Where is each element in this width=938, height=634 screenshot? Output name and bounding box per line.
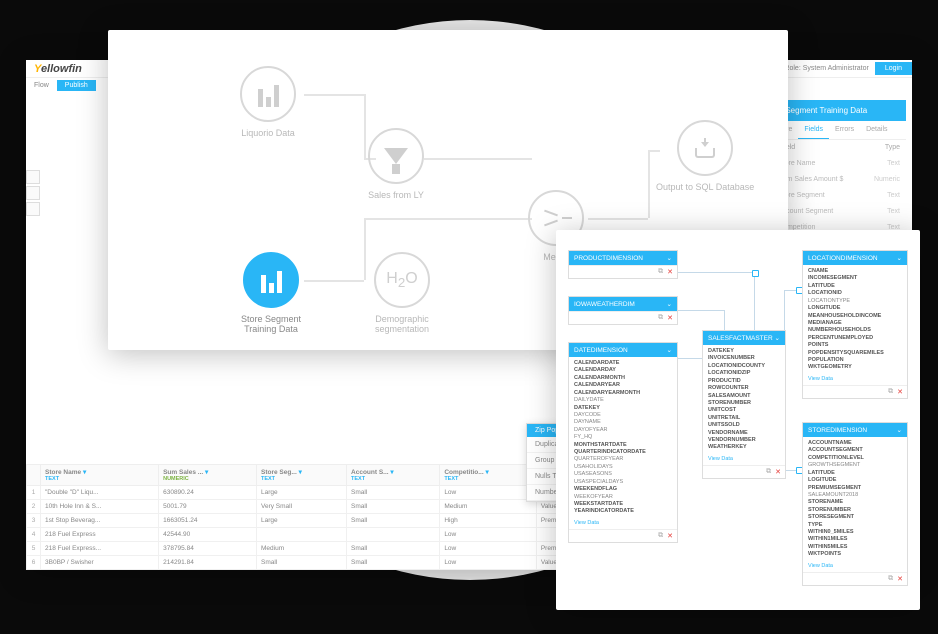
flow-node-training[interactable]: Store Segment Training Data [228, 252, 314, 334]
database-icon [695, 138, 715, 158]
column-header[interactable] [27, 465, 41, 486]
schema-box-product[interactable]: PRODUCTDIMENSION⌄ ⧉✕ [568, 250, 678, 279]
copy-icon[interactable]: ⧉ [658, 532, 663, 540]
column-header[interactable]: Store Name ▾TEXT [41, 465, 159, 486]
brand-logo: Yellowfin [26, 63, 90, 75]
view-data-link[interactable]: View Data [703, 455, 785, 465]
schema-box-store[interactable]: STOREDIMENSION⌄ ACCOUNTNAMEACCOUNTSEGMEN… [802, 422, 908, 586]
chevron-down-icon: ⌄ [667, 346, 672, 354]
merge-icon [544, 206, 568, 230]
view-data-link[interactable]: View Data [803, 562, 907, 572]
tab-errors[interactable]: Errors [829, 121, 860, 139]
chevron-down-icon: ⌄ [667, 254, 672, 262]
copy-icon[interactable]: ⧉ [658, 268, 663, 276]
copy-icon[interactable]: ⧉ [658, 314, 663, 322]
flow-node-output[interactable]: Output to SQL Database [656, 120, 754, 192]
column-header[interactable]: Store Seg... ▾TEXT [256, 465, 346, 486]
close-icon[interactable]: ✕ [667, 314, 673, 322]
bars-icon [261, 267, 282, 293]
view-data-link[interactable]: View Data [803, 375, 907, 385]
schema-box-sales[interactable]: SALESFACTMASTER⌄ DATEKEYINVOICENUMBERLOC… [702, 330, 786, 479]
chevron-down-icon: ⌄ [667, 300, 672, 308]
column-header[interactable]: Sum Sales ... ▾NUMERIC [159, 465, 257, 486]
chevron-down-icon: ⌄ [897, 426, 902, 434]
funnel-icon [384, 148, 408, 164]
flow-node-liquorio[interactable]: Liquorio Data [240, 66, 296, 138]
bars-icon [258, 81, 279, 107]
col-type: Type [885, 144, 900, 151]
tab-fields[interactable]: Fields [798, 121, 829, 139]
schema-box-weather[interactable]: IOWAWEATHERDIM⌄ ⧉✕ [568, 296, 678, 325]
copy-icon[interactable]: ⧉ [888, 388, 893, 396]
close-icon[interactable]: ✕ [667, 268, 673, 276]
close-icon[interactable]: ✕ [897, 388, 903, 396]
copy-icon[interactable]: ⧉ [888, 575, 893, 583]
column-header[interactable]: Account S... ▾TEXT [347, 465, 440, 486]
chevron-down-icon: ⌄ [897, 254, 902, 262]
close-icon[interactable]: ✕ [667, 532, 673, 540]
schema-panel: PRODUCTDIMENSION⌄ ⧉✕ IOWAWEATHERDIM⌄ ⧉✕ … [556, 230, 920, 610]
publish-button[interactable]: Publish [57, 80, 96, 91]
flow-tab[interactable]: Flow [26, 80, 57, 91]
close-icon[interactable]: ✕ [775, 468, 781, 476]
login-button[interactable]: Login [875, 62, 912, 75]
close-icon[interactable]: ✕ [897, 575, 903, 583]
tab-details[interactable]: Details [860, 121, 893, 139]
schema-box-date[interactable]: DATEDIMENSION⌄ CALENDARDATECALENDARDAYCA… [568, 342, 678, 543]
h2o-icon: H2O [386, 270, 417, 290]
flow-node-sales[interactable]: Sales from LY [368, 128, 424, 200]
side-tabs[interactable] [26, 170, 40, 218]
flow-node-h2o[interactable]: H2O Demographic segmentation [364, 252, 440, 334]
copy-icon[interactable]: ⧉ [766, 468, 771, 476]
chevron-down-icon: ⌄ [775, 334, 780, 342]
column-header[interactable]: Competitio... ▾TEXT [440, 465, 537, 486]
schema-box-location[interactable]: LOCATIONDIMENSION⌄ CNAMEINCOMESEGMENTLAT… [802, 250, 908, 399]
view-data-link[interactable]: View Data [569, 519, 677, 529]
